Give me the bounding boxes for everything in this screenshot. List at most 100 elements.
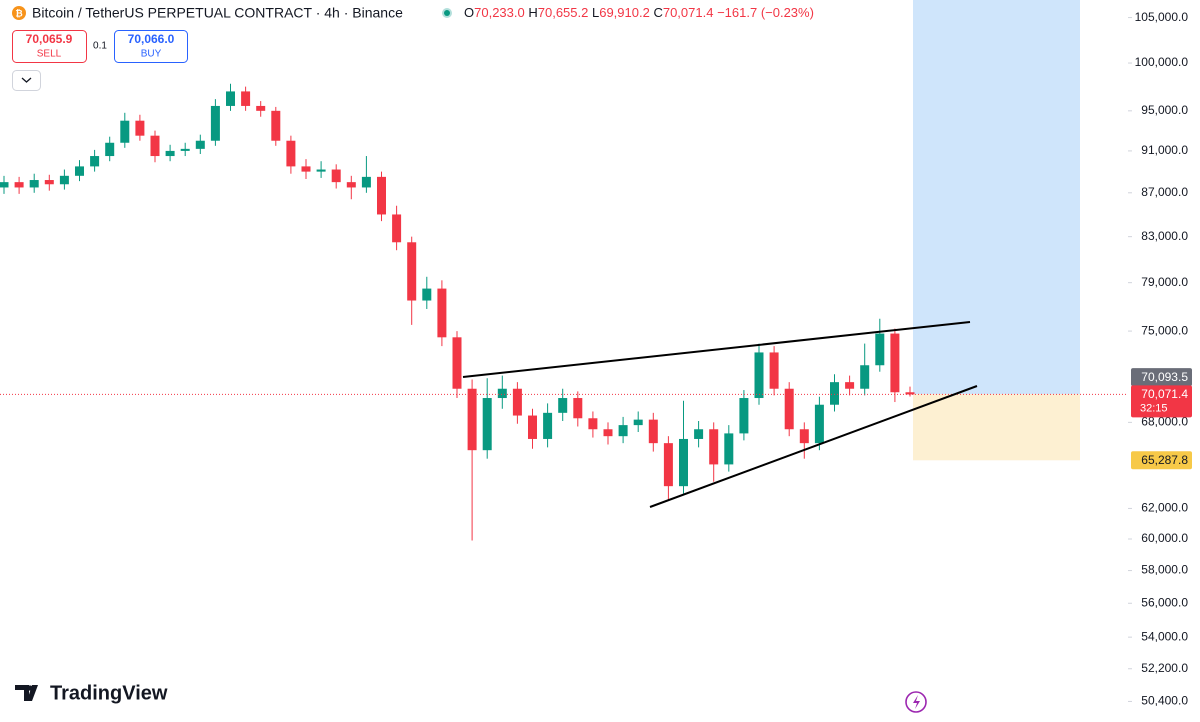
- collapse-button[interactable]: [12, 70, 41, 91]
- candle-body: [558, 398, 568, 413]
- candle-body: [573, 398, 583, 419]
- y-tick-label: 60,000.0: [1141, 531, 1188, 545]
- price-badge: [1131, 368, 1192, 387]
- trend-line-upper: [462, 321, 971, 378]
- candle-body: [709, 429, 719, 465]
- chevron-icon: [21, 77, 32, 83]
- y-tick-label: 91,000.0: [1141, 143, 1188, 157]
- trend-line-lower: [649, 385, 978, 508]
- candle-body: [633, 419, 643, 426]
- candle-body: [180, 148, 190, 151]
- price-badge-label: 65,287.8: [1141, 453, 1188, 467]
- ohlc-value: 70,071.4: [663, 5, 714, 20]
- candle-body: [528, 415, 537, 439]
- candle-body: [150, 135, 160, 157]
- price-badge: [1131, 451, 1192, 470]
- candle-body: [256, 105, 266, 111]
- price-badge-label: 70,071.4: [1141, 387, 1188, 401]
- ohlc: O70,233.0 H70,655.2 L69,910.2 C70,071.4 …: [464, 5, 814, 20]
- y-tick-label: 79,000.0: [1141, 275, 1188, 289]
- candle-body: [361, 176, 371, 188]
- candle-body: [316, 169, 326, 172]
- y-tick-label: 87,000.0: [1141, 185, 1188, 199]
- y-tick-label: 75,000.0: [1141, 323, 1188, 337]
- candle-body: [377, 176, 386, 215]
- candle-body: [407, 242, 417, 301]
- sell-label: SELL: [37, 49, 62, 60]
- candle-body: [875, 333, 885, 366]
- candle-body: [694, 429, 704, 439]
- y-tick-label: 100,000.0: [1135, 55, 1189, 69]
- candle-body: [860, 365, 870, 389]
- candle-body: [75, 166, 84, 176]
- candle-body: [814, 404, 824, 444]
- candle-body: [618, 425, 628, 437]
- y-tick-label: 95,000.0: [1141, 103, 1188, 117]
- target-zone: [913, 0, 1080, 395]
- candle-body: [482, 398, 492, 451]
- candle-body: [679, 438, 688, 487]
- y-tick-label: 50,400.0: [1141, 694, 1188, 708]
- candle-body: [44, 180, 54, 185]
- brand-name: TradingView: [50, 682, 168, 704]
- candle-body: [346, 182, 356, 188]
- sell-price: 70,065.9: [26, 32, 73, 46]
- price-axis: 105,000.0 100,000.0 95,000.0 91,000.0 87,000…: [1128, 10, 1192, 708]
- ohlc-label: L: [592, 5, 599, 20]
- y-tick-label: 58,000.0: [1141, 563, 1188, 577]
- candle-body: [648, 419, 658, 444]
- candle-body: [784, 388, 794, 430]
- candle-body: [195, 140, 205, 149]
- price-badge: [1131, 385, 1192, 418]
- candle-body: [165, 150, 175, 157]
- y-tick-label: 105,000.0: [1135, 10, 1189, 24]
- candle-body: [210, 105, 220, 141]
- candle-body: [588, 418, 598, 430]
- y-tick-label: 56,000.0: [1141, 595, 1188, 609]
- y-tick-label: 83,000.0: [1141, 229, 1188, 243]
- ohlc-label: O: [464, 5, 474, 20]
- y-tick-label: 68,000.0: [1141, 415, 1188, 429]
- candle-body: [331, 169, 341, 183]
- ohlc-value: 69,910.2: [599, 5, 650, 20]
- candle-body: [512, 388, 522, 416]
- candle-body: [59, 175, 69, 185]
- stop-zone: [913, 394, 1080, 461]
- lightning-icon: [913, 695, 920, 709]
- candle-body: [497, 388, 507, 399]
- sell-button[interactable]: [12, 30, 87, 63]
- buy-label: BUY: [141, 49, 162, 60]
- candle-body: [135, 120, 145, 136]
- lightning-button[interactable]: [905, 691, 927, 713]
- ohlc-value: 70,655.2: [538, 5, 589, 20]
- candle-body: [890, 333, 900, 393]
- ohlc-value: 70,233.0: [474, 5, 525, 20]
- price-badge-label: 70,093.5: [1141, 370, 1188, 384]
- candle-body: [90, 156, 100, 167]
- candle-body: [845, 382, 855, 389]
- candle-body: [543, 412, 553, 439]
- countdown: 32:15: [1140, 402, 1168, 414]
- candle-body: [467, 388, 477, 451]
- y-tick-label: 54,000.0: [1141, 629, 1188, 643]
- candle-body: [452, 337, 462, 389]
- candle-body: [301, 166, 311, 172]
- candle-body: [120, 120, 130, 143]
- candle-body: [226, 91, 235, 106]
- candle-body: [769, 352, 779, 389]
- candle-body: [241, 91, 251, 106]
- ohlc-label: H: [528, 5, 537, 20]
- candles: [0, 83, 1128, 541]
- brand-logo-dot: [27, 685, 33, 691]
- candle-body: [105, 142, 115, 157]
- ohlc-change: −161.7 (−0.23%): [717, 5, 814, 20]
- candle-body: [392, 214, 402, 243]
- candle-body: [724, 433, 734, 465]
- symbol-title[interactable]: Bitcoin / TetherUS PERPETUAL CONTRACT · …: [32, 5, 403, 21]
- candle-body: [754, 352, 764, 399]
- market-status-dot: [444, 10, 450, 16]
- y-tick-label: 62,000.0: [1141, 501, 1188, 515]
- buy-button[interactable]: [114, 30, 188, 63]
- symbol-icon: [12, 6, 26, 20]
